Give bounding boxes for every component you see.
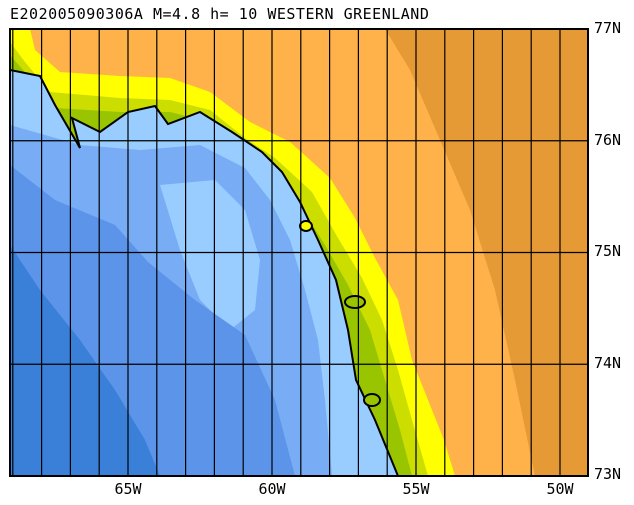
lon-label-50w: 50W (546, 480, 574, 498)
lon-label-65w: 65W (114, 480, 142, 498)
island (299, 220, 313, 232)
graticule (10, 29, 588, 476)
lat-label-77n: 77N (594, 19, 622, 37)
lon-label-55w: 55W (402, 480, 430, 498)
map-title: E202005090306A M=4.8 h= 10 WESTERN GREEN… (10, 5, 430, 23)
map-frame (9, 28, 589, 477)
lat-label-74n: 74N (594, 354, 622, 372)
lon-label-60w: 60W (258, 480, 286, 498)
island (363, 393, 381, 407)
lat-label-75n: 75N (594, 242, 622, 260)
island (344, 295, 366, 309)
lat-label-76n: 76N (594, 131, 622, 149)
coastline (10, 69, 399, 476)
lat-label-73n: 73N (594, 465, 622, 483)
deep-water (10, 245, 160, 476)
